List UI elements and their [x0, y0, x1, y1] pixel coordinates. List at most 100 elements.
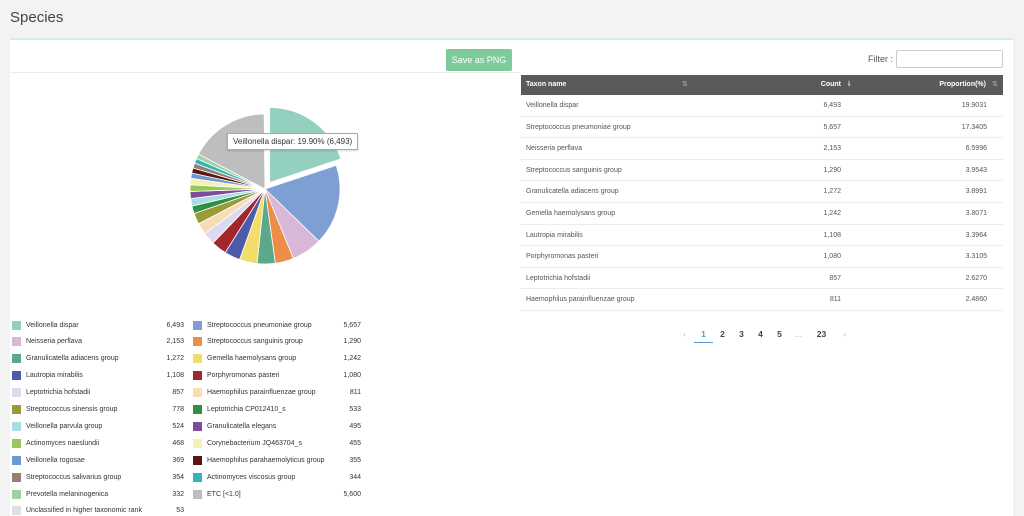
- column-header-proportion[interactable]: Proportion(%): [911, 75, 986, 95]
- taxon-name-cell: Streptococcus pneumoniae group: [526, 123, 631, 131]
- proportion-cell: 6.5996: [965, 145, 987, 153]
- pie-chart-svg[interactable]: [180, 104, 350, 274]
- page-button-1[interactable]: 1: [694, 325, 713, 343]
- legend-count: 332: [172, 490, 184, 498]
- legend-swatch: [12, 421, 21, 431]
- page-button-5[interactable]: 5: [777, 329, 782, 339]
- table-row[interactable]: Haemophilus parainfluenzae group 811 2.486…: [521, 289, 1003, 311]
- legend-count: 857: [172, 389, 184, 397]
- chart-tooltip: Veillonella dispar: 19.90% (6,493): [227, 133, 359, 150]
- legend-swatch: [12, 405, 21, 414]
- taxon-name-cell: Neisseria perflava: [526, 145, 583, 153]
- legend-label: Gemella haemolysans group: [207, 355, 297, 363]
- proportion-cell: 2.4860: [965, 296, 987, 304]
- legend-item[interactable]: Veillonella parvula group 524: [12, 419, 184, 433]
- proportion-cell: 19.9031: [961, 102, 987, 109]
- legend-item[interactable]: Granulicatella adiacens group 1,272: [12, 352, 184, 366]
- sort-icon[interactable]: ⇅: [992, 81, 998, 88]
- sort-icon[interactable]: ⇅: [682, 81, 688, 88]
- legend-count: 468: [172, 439, 184, 447]
- next-page-button[interactable]: ›: [843, 329, 846, 339]
- legend-count: 811: [349, 389, 361, 397]
- legend-count: 369: [172, 456, 184, 464]
- pagination-ellipsis: ...: [794, 329, 803, 339]
- legend-count: 455: [349, 439, 361, 447]
- legend-item[interactable]: Lautropia mirabilis 1,108: [12, 369, 184, 383]
- taxon-name-cell: Porphyromonas pasteri: [526, 253, 599, 261]
- legend-swatch: [193, 405, 202, 414]
- legend-item[interactable]: Actinomyces naeslundii 468: [12, 436, 184, 450]
- legend-count: 1,272: [166, 355, 184, 363]
- table-row[interactable]: Gemella haemolysans group 1,242 3.8071: [521, 203, 1003, 225]
- page-button-last[interactable]: 23: [816, 329, 827, 339]
- taxon-table: Taxon name ⇅ Count ⇂ Proportion(%) ⇅ Vei…: [521, 75, 1003, 311]
- column-header-taxon-label: Taxon name: [526, 81, 567, 88]
- legend-item[interactable]: Prevotella melaninogenica 332: [12, 487, 184, 501]
- legend-item[interactable]: Haemophilus parainfluenzae group 811: [193, 386, 361, 400]
- legend-item[interactable]: Veillonella rogosae 369: [12, 453, 184, 467]
- legend-label: Granulicatella elegans: [207, 422, 277, 430]
- sort-desc-icon[interactable]: ⇂: [846, 81, 852, 88]
- column-header-proportion-label: Proportion(%): [939, 81, 986, 88]
- legend-item[interactable]: Unclassified in higher taxonomic rank 53: [12, 504, 184, 516]
- legend-item[interactable]: Streptococcus sanguinis group 1,290: [193, 335, 361, 349]
- pagination: ‹ 1 2 3 4 5... 23 ›: [675, 325, 854, 343]
- page-button-3[interactable]: 3: [739, 329, 744, 339]
- legend-item[interactable]: Granulicatella elegans 495: [193, 419, 361, 433]
- legend-item[interactable]: Neisseria perflava 2,153: [12, 335, 184, 349]
- table-row[interactable]: Veillonella dispar 6,493 19.9031: [521, 95, 1003, 117]
- page-button-2[interactable]: 2: [720, 329, 725, 339]
- proportion-cell: 3.9543: [965, 166, 987, 174]
- prev-page-button[interactable]: ‹: [683, 329, 686, 339]
- legend-count: 354: [172, 473, 184, 481]
- legend-item[interactable]: Actinomyces viscosus group 344: [193, 470, 361, 484]
- proportion-cell: 3.3105: [965, 253, 987, 261]
- legend-item[interactable]: Veillonella dispar 6,493: [12, 318, 184, 332]
- legend-count: 5,657: [343, 321, 361, 329]
- legend-swatch: [193, 489, 202, 499]
- legend-item[interactable]: ETC [<1.0] 5,600: [193, 487, 361, 501]
- legend-item[interactable]: Corynebacterium JQ463704_s 455: [193, 436, 361, 450]
- page-button-4[interactable]: 4: [758, 329, 763, 339]
- column-header-count[interactable]: Count: [811, 75, 841, 95]
- save-as-png-button[interactable]: Save as PNG: [446, 49, 512, 71]
- legend-label: Streptococcus sanguinis group: [207, 338, 303, 346]
- table-row[interactable]: Granulicatella adiacens group 1,272 3.8991: [521, 181, 1003, 203]
- pie-slice[interactable]: [264, 164, 341, 242]
- pie-slice[interactable]: [263, 113, 266, 190]
- legend-count: 533: [349, 406, 361, 413]
- table-row[interactable]: Streptococcus sanguinis group 1,290 3.9543: [521, 160, 1003, 182]
- filter-input[interactable]: [896, 50, 1003, 68]
- legend-item[interactable]: Haemophilus parahaemolyticus group 355: [193, 453, 361, 467]
- taxon-name-cell: Veillonella dispar: [526, 102, 579, 109]
- legend-label: Granulicatella adiacens group: [26, 355, 119, 363]
- legend-count: 1,108: [166, 372, 184, 380]
- legend-swatch: [12, 438, 21, 448]
- legend-item[interactable]: Porphyromonas pasteri 1,080: [193, 369, 361, 383]
- count-cell: 5,657: [823, 123, 841, 131]
- legend-label: ETC [<1.0]: [207, 490, 241, 498]
- legend-item[interactable]: Gemella haemolysans group 1,242: [193, 352, 361, 366]
- taxon-name-cell: Granulicatella adiacens group: [526, 188, 619, 196]
- legend-item[interactable]: Streptococcus sinensis group 778: [12, 403, 184, 417]
- legend-swatch: [12, 354, 21, 364]
- pie-slice[interactable]: [198, 113, 266, 190]
- legend-item[interactable]: Streptococcus salivarius group 354: [12, 470, 184, 484]
- legend-item[interactable]: Streptococcus pneumoniae group 5,657: [193, 318, 361, 332]
- table-row[interactable]: Porphyromonas pasteri 1,080 3.3105: [521, 246, 1003, 268]
- proportion-cell: 3.3964: [965, 231, 987, 239]
- proportion-cell: 3.8991: [965, 188, 987, 196]
- legend-item[interactable]: Leptotrichia CP012410_s 533: [193, 403, 361, 417]
- table-row[interactable]: Neisseria perflava 2,153 6.5996: [521, 138, 1003, 160]
- divider: [10, 72, 520, 73]
- legend-item[interactable]: Leptotrichia hofstadii 857: [12, 386, 184, 400]
- species-pie-chart[interactable]: [180, 104, 350, 274]
- legend-count: 495: [349, 422, 361, 430]
- taxon-name-cell: Streptococcus sanguinis group: [526, 166, 622, 174]
- legend-swatch: [193, 320, 202, 330]
- table-row[interactable]: Lautropia mirabilis 1,108 3.3964: [521, 225, 1003, 247]
- table-row[interactable]: Leptotrichia hofstadii 857 2.6270: [521, 268, 1003, 290]
- column-header-taxon[interactable]: Taxon name: [526, 75, 566, 95]
- legend-swatch: [193, 421, 202, 431]
- table-row[interactable]: Streptococcus pneumoniae group 5,657 17.34…: [521, 117, 1003, 139]
